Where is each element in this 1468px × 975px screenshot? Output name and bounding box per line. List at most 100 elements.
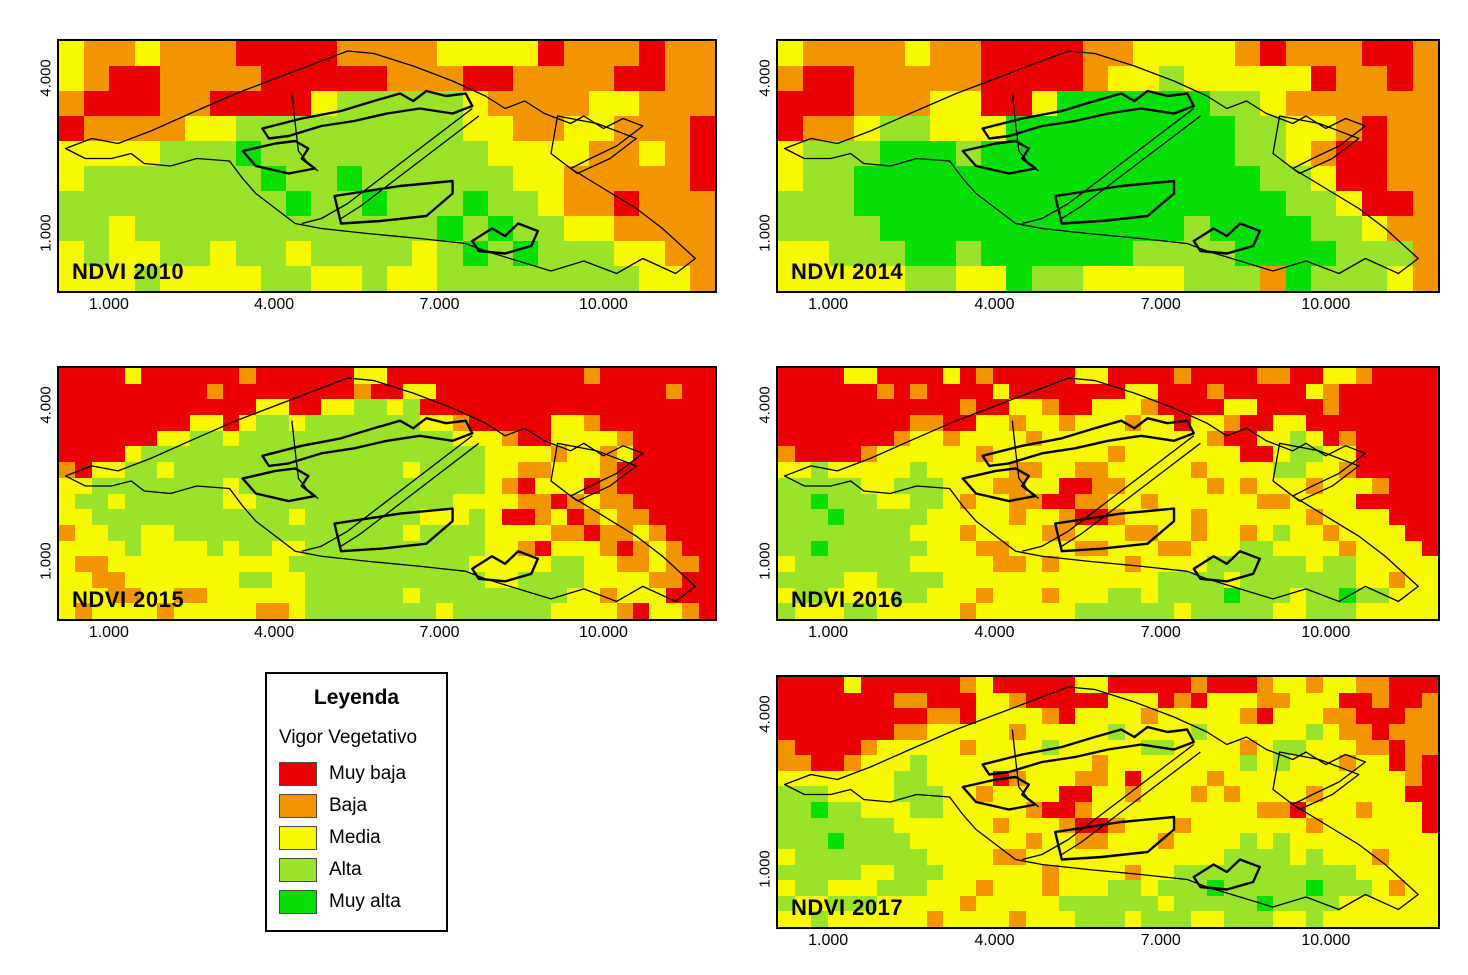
x-axis-tick-label: 10.000 [1301, 296, 1351, 313]
boundary-parcel-bottom [335, 509, 453, 552]
map-panel-ndvi-2010: NDVI 2010 1.000 4.000 7.000 10.000 4.000… [38, 39, 717, 313]
legend-box: Leyenda Vigor Vegetativo Muy baja Baja M… [265, 672, 448, 932]
boundary-parcel-left [243, 468, 315, 501]
legend-item-baja: Baja [279, 794, 434, 818]
boundary-parcel-southeast [1194, 551, 1260, 581]
boundary-parcel-diagonal-a [1022, 745, 1194, 860]
boundary-parcel-right [1273, 752, 1359, 810]
boundary-parcel-bottom [1055, 181, 1174, 224]
boundary-parcel-right [1273, 116, 1359, 174]
ndvi-raster-2010 [59, 41, 715, 291]
legend-title: Leyenda [313, 686, 400, 709]
boundary-study-area-outer [66, 51, 696, 274]
x-axis-tick-label: 10.000 [1301, 932, 1351, 949]
legend-item-label: Baja [329, 795, 368, 816]
parcel-boundaries-overlay [59, 368, 715, 619]
boundary-study-area-outer [785, 378, 1419, 601]
legend-subtitle: Vigor Vegetativo [279, 727, 418, 748]
media-color-swatch [279, 826, 317, 850]
map-year-label: NDVI 2014 [791, 259, 904, 284]
boundary-study-area-outer [785, 51, 1419, 274]
boundary-parcel-top [262, 91, 472, 139]
boundary-parcel-diagonal-a [1022, 109, 1194, 224]
legend-item-label: Alta [329, 859, 362, 880]
x-axis-tick-label: 4.000 [974, 932, 1015, 949]
alta-color-swatch [279, 858, 317, 882]
boundary-parcel-bottom [1055, 509, 1174, 552]
boundary-parcel-diagonal-b [1062, 752, 1201, 855]
y-axis-tick-label: 1.000 [756, 850, 774, 888]
parcel-boundaries-overlay [59, 41, 715, 291]
boundary-parcel-top [983, 418, 1194, 466]
map-year-label: NDVI 2017 [791, 895, 904, 920]
y-axis-tick-label: 1.000 [37, 541, 55, 580]
boundary-parcel-southeast [1194, 224, 1260, 254]
y-axis-tick-label: 4.000 [756, 59, 774, 97]
map-year-label: NDVI 2016 [791, 587, 904, 612]
muy-baja-color-swatch [279, 762, 317, 786]
y-axis-tick-label: 1.000 [756, 541, 774, 580]
x-axis-tick-label: 1.000 [808, 296, 849, 313]
boundary-parcel-diagonal-b [1062, 116, 1201, 219]
x-axis-tick-label: 1.000 [88, 296, 129, 313]
boundary-parcel-left [243, 141, 315, 174]
boundary-parcel-diagonal-a [302, 109, 473, 224]
legend-item-muy-baja: Muy baja [279, 762, 434, 786]
boundary-parcel-southeast [472, 551, 538, 581]
x-axis-tick-label: 10.000 [579, 624, 628, 641]
boundary-parcel-top [983, 727, 1194, 775]
legend-item-alta: Alta [279, 858, 434, 882]
boundary-parcel-right [551, 116, 636, 174]
x-axis-tick-label: 1.000 [808, 932, 849, 949]
x-axis-tick-label: 10.000 [1301, 624, 1351, 641]
x-axis-tick-label: 4.000 [254, 296, 295, 313]
y-axis-tick-label: 1.000 [37, 214, 55, 252]
boundary-parcel-diagonal-b [341, 116, 479, 219]
legend-item-label: Muy alta [329, 891, 401, 912]
boundary-parcel-southeast [472, 224, 538, 254]
x-axis-tick-label: 1.000 [808, 624, 849, 641]
map-year-label: NDVI 2010 [72, 259, 185, 284]
y-axis-tick-label: 4.000 [756, 695, 774, 733]
y-axis-tick-label: 4.000 [37, 59, 55, 97]
parcel-boundaries-overlay [778, 368, 1438, 619]
boundary-parcel-top [983, 91, 1194, 139]
x-axis-tick-label: 1.000 [88, 624, 129, 641]
boundary-parcel-diagonal-b [1062, 443, 1201, 546]
boundary-parcel-top [262, 418, 472, 466]
boundary-study-area-outer [66, 378, 696, 601]
legend-item-label: Media [329, 827, 381, 848]
boundary-parcel-left [963, 777, 1036, 810]
boundary-parcel-left [963, 468, 1036, 501]
x-axis-tick-label: 7.000 [419, 624, 460, 641]
muy-alta-color-swatch [279, 890, 317, 914]
boundary-parcel-divider [292, 421, 318, 499]
x-axis-tick-label: 4.000 [974, 296, 1015, 313]
map-panel-ndvi-2015: NDVI 2015 1.000 4.000 7.000 10.000 4.000… [38, 366, 717, 641]
ndvi-raster-2017 [778, 677, 1438, 927]
boundary-parcel-diagonal-a [1022, 436, 1194, 551]
boundary-parcel-southeast [1194, 860, 1260, 890]
y-axis-tick-label: 4.000 [756, 386, 774, 424]
boundary-parcel-bottom [335, 181, 453, 224]
legend-item-media: Media [279, 826, 434, 850]
x-axis-tick-label: 7.000 [1140, 932, 1181, 949]
x-axis-tick-label: 7.000 [1140, 296, 1181, 313]
boundary-parcel-divider [1012, 421, 1038, 499]
boundary-parcel-left [963, 141, 1036, 174]
boundary-parcel-diagonal-a [302, 436, 473, 551]
x-axis-tick-label: 4.000 [974, 624, 1015, 641]
map-panel-ndvi-2014: NDVI 2014 1.000 4.000 7.000 10.000 4.000… [757, 39, 1440, 313]
y-axis-tick-label: 1.000 [756, 214, 774, 252]
boundary-parcel-bottom [1055, 817, 1174, 860]
boundary-parcel-right [1273, 443, 1359, 501]
boundary-study-area-outer [785, 687, 1419, 910]
x-axis-tick-label: 4.000 [254, 624, 295, 641]
map-panel-ndvi-2016: NDVI 2016 1.000 4.000 7.000 10.000 4.000… [757, 366, 1440, 641]
legend-item-label: Muy baja [329, 763, 407, 784]
x-axis-tick-label: 7.000 [419, 296, 460, 313]
legend-item-muy-alta: Muy alta [279, 890, 434, 914]
boundary-parcel-right [551, 443, 636, 501]
x-axis-tick-label: 7.000 [1140, 624, 1181, 641]
